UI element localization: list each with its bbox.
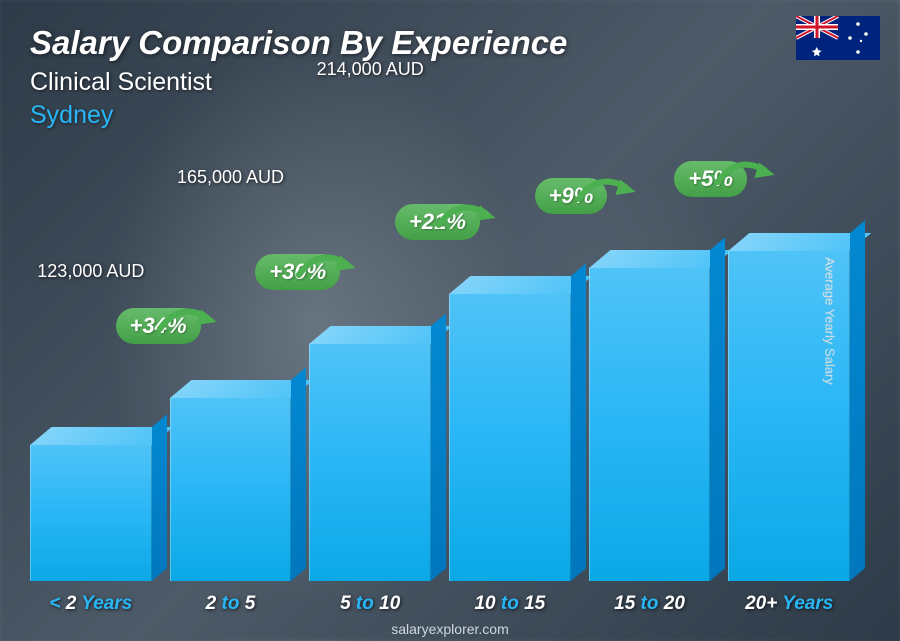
bar-0: 123,000 AUD bbox=[30, 445, 152, 581]
growth-arrow-icon bbox=[435, 196, 505, 246]
bar-shape bbox=[309, 344, 431, 581]
x-axis-label-5: 20+ Years bbox=[728, 593, 850, 615]
x-axis-label-4: 15 to 20 bbox=[589, 593, 711, 615]
bar-side-face bbox=[571, 263, 586, 581]
bar-shape bbox=[589, 268, 711, 581]
growth-indicator-3: +21% bbox=[395, 204, 480, 240]
bar-shape bbox=[170, 398, 292, 581]
growth-arrow-icon bbox=[295, 246, 365, 296]
growth-arrow-icon bbox=[714, 153, 784, 203]
x-axis-label-2: 5 to 10 bbox=[309, 593, 431, 615]
bar-1: 165,000 AUD bbox=[170, 398, 292, 581]
x-axis-label-1: 2 to 5 bbox=[170, 593, 292, 615]
bar-front-face bbox=[30, 445, 152, 581]
growth-indicator-1: +34% bbox=[116, 308, 201, 344]
y-axis-label: Average Yearly Salary bbox=[823, 257, 838, 385]
bar-side-face bbox=[850, 220, 865, 581]
country-flag-australia bbox=[796, 16, 880, 60]
chart-title: Salary Comparison By Experience bbox=[30, 24, 567, 62]
bar-side-face bbox=[431, 313, 446, 581]
growth-arrow-icon bbox=[156, 300, 226, 350]
bar-4: 283,000 AUD bbox=[589, 268, 711, 581]
bar-side-face bbox=[291, 367, 306, 581]
growth-indicator-2: +30% bbox=[255, 254, 340, 290]
bar-front-face bbox=[589, 268, 711, 581]
bar-front-face bbox=[309, 344, 431, 581]
growth-indicator-5: +5% bbox=[674, 161, 747, 197]
x-axis-labels: < 2 Years 2 to 5 5 to 10 10 to 15 15 to 20 20… bbox=[30, 593, 850, 615]
bar-shape bbox=[449, 294, 571, 581]
bar-shape bbox=[30, 445, 152, 581]
bar-3: 259,000 AUD bbox=[449, 294, 571, 581]
chart-subtitle: Clinical Scientist bbox=[30, 68, 567, 97]
bar-value-label: 123,000 AUD bbox=[37, 261, 144, 282]
growth-indicator-4: +9% bbox=[535, 178, 608, 214]
bar-side-face bbox=[152, 414, 167, 581]
bar-front-face bbox=[170, 398, 292, 581]
x-axis-label-0: < 2 Years bbox=[30, 593, 152, 615]
chart-location: Sydney bbox=[30, 101, 567, 130]
bar-2: 214,000 AUD bbox=[309, 344, 431, 581]
bar-value-label: 165,000 AUD bbox=[177, 167, 284, 188]
bar-side-face bbox=[710, 237, 725, 581]
x-axis-label-3: 10 to 15 bbox=[449, 593, 571, 615]
footer-source: salaryexplorer.com bbox=[0, 621, 900, 637]
chart-header: Salary Comparison By Experience Clinical… bbox=[30, 24, 567, 130]
growth-arrow-icon bbox=[575, 170, 645, 220]
bar-front-face bbox=[449, 294, 571, 581]
